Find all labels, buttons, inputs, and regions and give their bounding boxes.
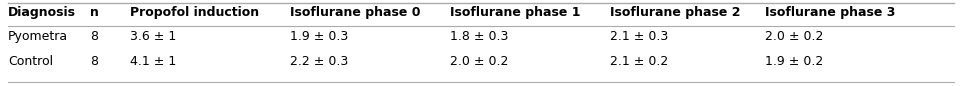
Text: Isoflurane phase 1: Isoflurane phase 1	[450, 6, 580, 19]
Text: 2.0 ± 0.2: 2.0 ± 0.2	[450, 55, 508, 68]
Text: 1.8 ± 0.3: 1.8 ± 0.3	[450, 30, 508, 43]
Text: 8: 8	[90, 30, 98, 43]
Text: Diagnosis: Diagnosis	[8, 6, 76, 19]
Text: Propofol induction: Propofol induction	[130, 6, 259, 19]
Text: 8: 8	[90, 55, 98, 68]
Text: n: n	[90, 6, 99, 19]
Text: 2.2 ± 0.3: 2.2 ± 0.3	[290, 55, 348, 68]
Text: 2.0 ± 0.2: 2.0 ± 0.2	[765, 30, 823, 43]
Text: Pyometra: Pyometra	[8, 30, 68, 43]
Text: 2.1 ± 0.2: 2.1 ± 0.2	[610, 55, 668, 68]
Text: 1.9 ± 0.3: 1.9 ± 0.3	[290, 30, 348, 43]
Text: 2.1 ± 0.3: 2.1 ± 0.3	[610, 30, 668, 43]
Text: Isoflurane phase 3: Isoflurane phase 3	[765, 6, 896, 19]
Text: Isoflurane phase 0: Isoflurane phase 0	[290, 6, 420, 19]
Text: 1.9 ± 0.2: 1.9 ± 0.2	[765, 55, 823, 68]
Text: 3.6 ± 1: 3.6 ± 1	[130, 30, 176, 43]
Text: 4.1 ± 1: 4.1 ± 1	[130, 55, 176, 68]
Text: Control: Control	[8, 55, 53, 68]
Text: Isoflurane phase 2: Isoflurane phase 2	[610, 6, 740, 19]
